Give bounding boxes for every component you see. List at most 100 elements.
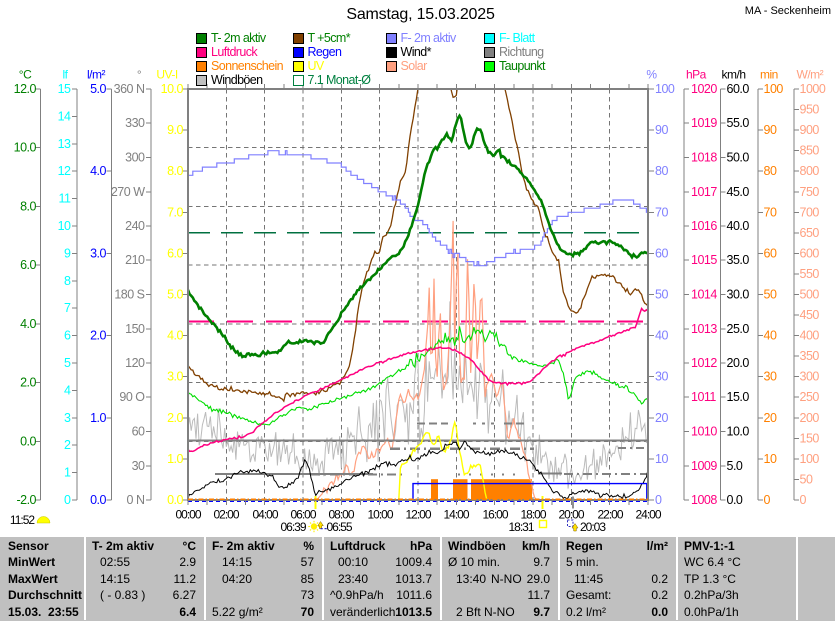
svg-text:20.0: 20.0 <box>727 356 750 370</box>
svg-text:9.0: 9.0 <box>167 123 183 137</box>
svg-text:06:39: 06:39 <box>280 520 306 534</box>
svg-text:11:52: 11:52 <box>10 513 35 527</box>
svg-text:500: 500 <box>800 288 820 302</box>
svg-text:20:03: 20:03 <box>580 520 606 534</box>
svg-text:5.0: 5.0 <box>727 459 743 473</box>
svg-text:0.0: 0.0 <box>167 493 183 507</box>
svg-text:2.0: 2.0 <box>20 376 36 390</box>
svg-text:50.0: 50.0 <box>727 151 750 165</box>
svg-text:0.0: 0.0 <box>727 493 743 507</box>
svg-text:06:55: 06:55 <box>326 520 352 534</box>
svg-text:50: 50 <box>800 472 813 486</box>
svg-text:20: 20 <box>655 411 668 425</box>
svg-text:2: 2 <box>64 438 71 452</box>
svg-text:40: 40 <box>764 329 777 343</box>
svg-text:300: 300 <box>125 151 145 165</box>
svg-text:330: 330 <box>125 116 145 130</box>
svg-text:06:00: 06:00 <box>290 508 316 522</box>
svg-text:70: 70 <box>655 205 668 219</box>
svg-text:1017: 1017 <box>691 185 717 199</box>
svg-text:60: 60 <box>655 246 668 260</box>
svg-text:800: 800 <box>800 164 820 178</box>
svg-text:1.0: 1.0 <box>90 411 106 425</box>
svg-text:13: 13 <box>58 137 71 151</box>
svg-text:30: 30 <box>655 370 668 384</box>
svg-text:16:00: 16:00 <box>482 508 508 522</box>
svg-text:°C: °C <box>19 68 32 82</box>
svg-text:1015: 1015 <box>691 253 717 267</box>
svg-text:10.0: 10.0 <box>161 82 184 96</box>
svg-text:40: 40 <box>655 329 668 343</box>
svg-text:11: 11 <box>59 192 72 206</box>
svg-text:100: 100 <box>800 452 820 466</box>
svg-text:18:00: 18:00 <box>520 508 546 522</box>
svg-text:12.0: 12.0 <box>14 82 37 96</box>
svg-text:°: ° <box>137 68 142 82</box>
svg-text:30.0: 30.0 <box>727 288 750 302</box>
svg-text:18:31: 18:31 <box>508 520 534 534</box>
svg-text:450: 450 <box>800 308 820 322</box>
svg-text:00:00: 00:00 <box>175 508 201 522</box>
svg-text:550: 550 <box>800 267 820 281</box>
svg-text:6.0: 6.0 <box>167 246 183 260</box>
svg-text:5: 5 <box>64 356 71 370</box>
svg-text:750: 750 <box>800 185 820 199</box>
svg-text:3.0: 3.0 <box>90 246 106 260</box>
svg-text:1011: 1011 <box>691 390 716 404</box>
svg-text:30: 30 <box>764 370 777 384</box>
svg-text:700: 700 <box>800 205 820 219</box>
svg-text:1: 1 <box>64 466 71 480</box>
svg-text:10: 10 <box>655 452 668 466</box>
svg-text:22:00: 22:00 <box>597 508 623 522</box>
svg-text:1010: 1010 <box>691 425 717 439</box>
svg-text:4.0: 4.0 <box>90 164 106 178</box>
svg-text:1012: 1012 <box>691 356 717 370</box>
svg-text:min: min <box>760 68 778 82</box>
svg-text:90: 90 <box>764 123 777 137</box>
svg-text:14:00: 14:00 <box>443 508 469 522</box>
svg-text:80: 80 <box>764 164 777 178</box>
svg-text:2.0: 2.0 <box>90 329 106 343</box>
svg-text:6: 6 <box>64 329 71 343</box>
svg-text:15: 15 <box>58 82 71 96</box>
svg-text:650: 650 <box>800 226 820 240</box>
svg-text:600: 600 <box>800 246 820 260</box>
svg-text:80: 80 <box>655 164 668 178</box>
svg-text:1020: 1020 <box>691 82 717 96</box>
svg-text:90 O: 90 O <box>119 390 145 404</box>
svg-text:lf: lf <box>63 68 69 82</box>
svg-text:60.0: 60.0 <box>727 82 750 96</box>
svg-text:360 N: 360 N <box>114 82 145 96</box>
svg-text:1000: 1000 <box>800 82 826 96</box>
svg-text:4: 4 <box>64 383 71 397</box>
svg-text:45.0: 45.0 <box>727 185 750 199</box>
svg-text:14: 14 <box>58 109 71 123</box>
svg-text:1009: 1009 <box>691 459 717 473</box>
svg-text:1008: 1008 <box>691 493 717 507</box>
svg-text:15.0: 15.0 <box>727 390 750 404</box>
svg-text:1016: 1016 <box>691 219 717 233</box>
svg-text:150: 150 <box>125 322 145 336</box>
svg-text:850: 850 <box>800 144 820 158</box>
svg-text:900: 900 <box>800 123 820 137</box>
svg-text:5.0: 5.0 <box>167 288 183 302</box>
svg-text:04:00: 04:00 <box>252 508 278 522</box>
svg-text:350: 350 <box>800 349 820 363</box>
svg-text:3: 3 <box>64 411 71 425</box>
svg-text:UV-I: UV-I <box>156 68 178 82</box>
svg-text:7: 7 <box>64 301 71 315</box>
svg-text:240: 240 <box>125 219 145 233</box>
svg-text:12:00: 12:00 <box>405 508 431 522</box>
svg-text:100: 100 <box>655 82 675 96</box>
svg-text:270 W: 270 W <box>111 185 145 199</box>
svg-text:0: 0 <box>800 493 807 507</box>
svg-text:10: 10 <box>58 219 71 233</box>
svg-text:08:00: 08:00 <box>328 508 354 522</box>
svg-text:300: 300 <box>800 370 820 384</box>
svg-text:10.0: 10.0 <box>14 141 37 155</box>
svg-text:25.0: 25.0 <box>727 322 750 336</box>
svg-text:l/m²: l/m² <box>87 68 105 82</box>
svg-text:8: 8 <box>64 274 71 288</box>
svg-text:70: 70 <box>764 205 777 219</box>
svg-text:400: 400 <box>800 329 820 343</box>
